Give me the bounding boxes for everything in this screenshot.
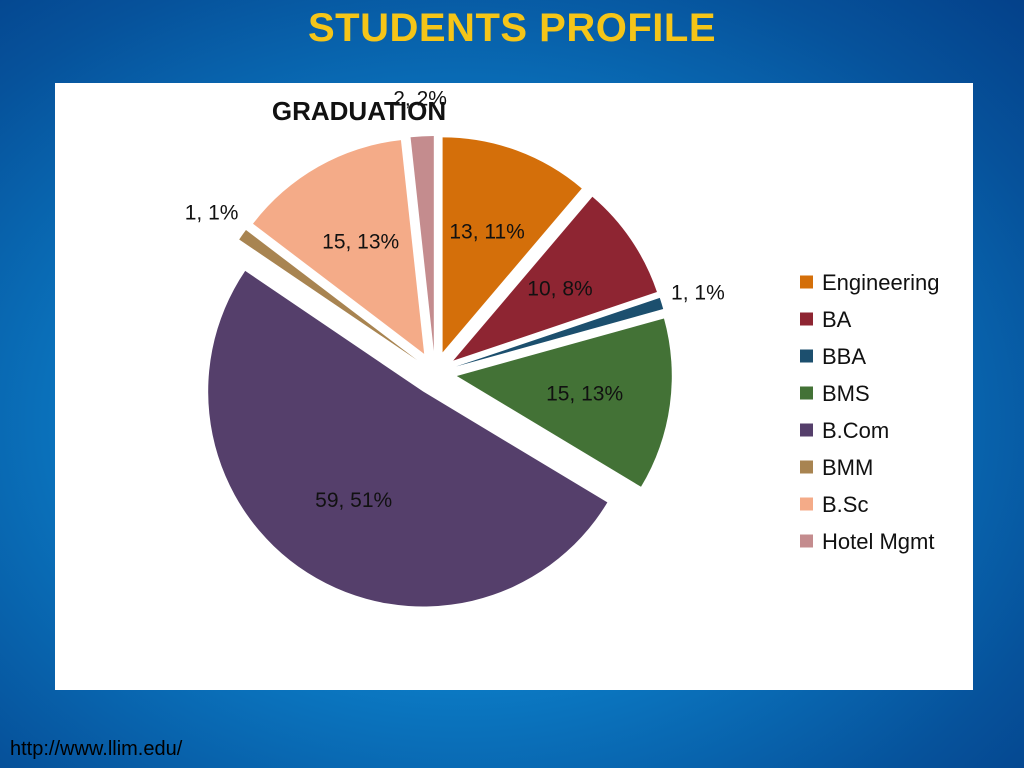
pie-slice-ba (453, 196, 657, 361)
legend-label-b-com: B.Com (822, 418, 889, 443)
pie-slice-bms (456, 318, 672, 487)
legend-swatch-ba (800, 312, 813, 326)
legend-swatch-b-sc (800, 497, 813, 511)
data-label-bms: 15, 13% (546, 382, 623, 405)
data-label-ba: 10, 8% (527, 277, 592, 300)
pie-slice-b-sc (253, 140, 425, 354)
legend-label-hotel-mgmt: Hotel Mgmt (822, 529, 934, 554)
data-label-b-sc: 15, 13% (322, 231, 399, 254)
pie-chart: GRADUATION 13, 11% 10, 8% 1, 1% 15, 13% 59, … (185, 87, 939, 607)
pie-slices (208, 136, 672, 607)
legend-label-ba: BA (822, 307, 852, 332)
chart-legend: Engineering BA BBA BMS B.Com BMM B.Sc Hotel Mgm… (800, 270, 939, 554)
data-label-engineering: 13, 11% (449, 220, 524, 243)
data-label-hotel-mgmt: 2, 2% (393, 87, 447, 110)
pie-slice-hotel-mgmt (410, 136, 434, 352)
pie-slice-engineering (442, 137, 582, 353)
legend-label-bmm: BMM (822, 455, 873, 480)
data-label-b-com: 59, 51% (315, 489, 392, 512)
data-label-bba: 1, 1% (671, 281, 725, 304)
legend-label-bba: BBA (822, 344, 866, 369)
legend-swatch-bms (800, 386, 813, 400)
legend-swatch-hotel-mgmt (800, 534, 813, 548)
legend-label-b-sc: B.Sc (822, 492, 868, 517)
pie-data-labels: 13, 11% 10, 8% 1, 1% 15, 13% 59, 51% 1, 1% 15,… (185, 87, 725, 512)
pie-slice-bba (456, 297, 664, 367)
legend-swatch-engineering (800, 275, 813, 289)
legend-swatch-bmm (800, 460, 813, 474)
pie-slice-bmm (239, 230, 418, 361)
footer-url[interactable]: http://www.llim.edu/ (10, 738, 183, 760)
chart-title: GRADUATION (272, 96, 446, 126)
pie-slice-b-com (208, 270, 608, 607)
legend-swatch-b-com (800, 423, 813, 437)
legend-label-bms: BMS (822, 381, 870, 406)
slide-title: STUDENTS PROFILE (307, 6, 717, 50)
legend-swatch-bba (800, 349, 813, 363)
data-label-bmm: 1, 1% (185, 202, 239, 225)
legend-label-engineering: Engineering (822, 270, 939, 295)
chart-panel: GRADUATION 13, 11% 10, 8% 1, 1% 15, 13% 59, … (55, 83, 973, 690)
